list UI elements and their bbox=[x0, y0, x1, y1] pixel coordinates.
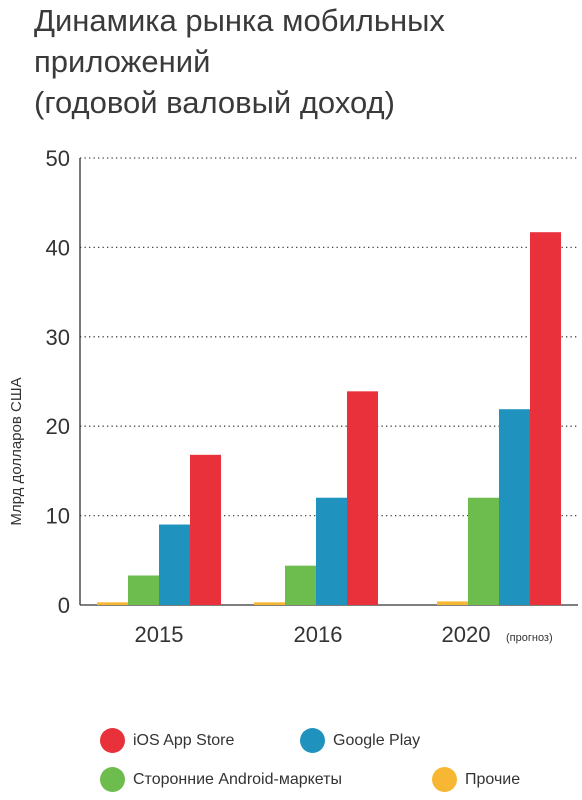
legend-swatch-ios bbox=[100, 728, 125, 753]
x-tick-label-2020: 2020 bbox=[442, 622, 491, 647]
x-tick-label-2015: 2015 bbox=[135, 622, 184, 647]
legend-item-google-play: Google Play bbox=[300, 728, 420, 753]
bar-ios-2015 bbox=[190, 454, 221, 605]
bar-android-2015 bbox=[128, 575, 159, 605]
y-tick-label-50: 50 bbox=[46, 146, 70, 171]
legend-swatch-google-play bbox=[300, 728, 325, 753]
legend-item-android: Сторонние Android-маркеты bbox=[100, 767, 342, 792]
bar-chart: 0 10 20 30 40 50 Млрд долларов США 2015 2016 2020… bbox=[8, 146, 578, 647]
x-tick-label-2016: 2016 bbox=[294, 622, 343, 647]
y-axis-label: Млрд долларов США bbox=[8, 377, 25, 525]
bar-android-2016 bbox=[285, 565, 316, 605]
legend-label-google-play: Google Play bbox=[333, 731, 421, 749]
legend-swatch-other bbox=[432, 767, 457, 792]
y-tick-label-30: 30 bbox=[46, 325, 70, 350]
y-tick-label-40: 40 bbox=[46, 235, 70, 260]
bar-other-2015 bbox=[97, 602, 128, 605]
chart-title: Динамика рынка мобильных приложений (год… bbox=[34, 0, 574, 123]
x-tick-note-2020: (прогноз) bbox=[506, 632, 553, 644]
bar-android-2020 bbox=[468, 497, 499, 605]
bar-ios-2016 bbox=[347, 391, 378, 605]
chart-title-line-2: приложений bbox=[34, 44, 211, 79]
bar-google-2020 bbox=[499, 409, 530, 605]
bar-google-2016 bbox=[316, 497, 347, 605]
legend-item-other: Прочие bbox=[432, 767, 520, 792]
y-tick-label-20: 20 bbox=[46, 414, 70, 439]
legend-label-other: Прочие bbox=[465, 770, 521, 788]
y-tick-label-0: 0 bbox=[58, 593, 70, 618]
chart-title-line-3: (годовой валовый доход) bbox=[34, 85, 395, 120]
legend-swatch-android bbox=[100, 767, 125, 792]
bar-other-2016 bbox=[254, 602, 285, 605]
y-tick-label-10: 10 bbox=[46, 504, 70, 529]
bar-other-2020 bbox=[437, 601, 468, 605]
legend-label-ios: iOS App Store bbox=[133, 731, 235, 749]
legend-label-android: Сторонние Android-маркеты bbox=[133, 770, 342, 788]
chart-title-line-1: Динамика рынка мобильных bbox=[34, 3, 445, 38]
legend-item-ios: iOS App Store bbox=[100, 728, 234, 753]
bar-google-2015 bbox=[159, 524, 190, 605]
bar-ios-2020 bbox=[530, 232, 561, 605]
